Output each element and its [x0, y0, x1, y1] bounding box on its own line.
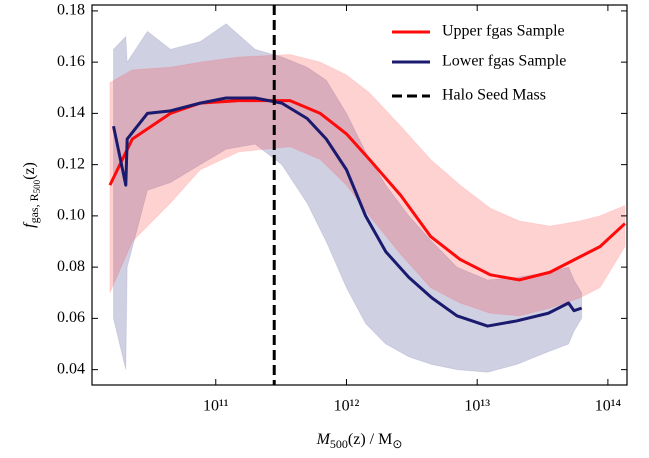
y-tick-label: 0.16 [57, 53, 85, 70]
y-tick-label: 0.10 [57, 207, 85, 224]
y-tick-label: 0.18 [57, 2, 85, 19]
x-label-part: 500 [330, 437, 348, 451]
x-tick-label: 10¹² [334, 398, 360, 415]
x-label-part: ⊙ [392, 437, 402, 451]
x-tick-label: 10¹³ [464, 398, 490, 415]
x-tick-label: 10¹¹ [203, 398, 229, 415]
x-axis-label: M500(z) / M⊙ [316, 431, 403, 451]
y-label-part: (z) [21, 162, 38, 180]
y-tick-label: 0.08 [57, 258, 85, 275]
x-tick-label: 10¹⁴ [595, 398, 622, 415]
y-tick-label: 0.06 [57, 309, 85, 326]
band [109, 53, 626, 317]
series-line [112, 96, 583, 328]
legend-label: Halo Seed Mass [442, 87, 546, 104]
y-label-part: gas, R [27, 193, 41, 223]
legend: Upper fgas Sample Lower fgas Sample Halo S… [392, 23, 566, 104]
y-label-part: 500 [32, 179, 42, 193]
x-label-part: (z) / M [348, 431, 392, 448]
y-tick-label: 0.14 [57, 104, 85, 121]
plot [108, 23, 626, 373]
legend-label: Upper fgas Sample [442, 23, 565, 40]
y-tick-label: 0.12 [57, 155, 85, 172]
plot-frame [91, 4, 628, 386]
y-tick-label: 0.04 [57, 360, 85, 377]
y-axis-label: fgas, R500(z) [21, 162, 42, 228]
x-label-part: M [316, 431, 332, 448]
y-label-part: f [21, 221, 38, 228]
legend-label: Lower fgas Sample [442, 53, 566, 70]
